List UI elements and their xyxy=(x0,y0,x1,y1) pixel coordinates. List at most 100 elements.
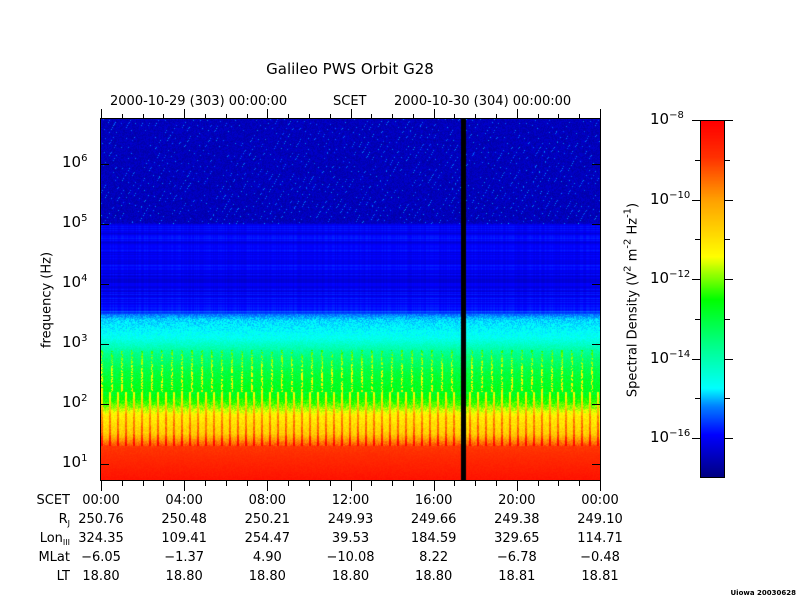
y-tick-label: 106 xyxy=(62,152,88,172)
row-label-subscript: J xyxy=(67,519,70,528)
ephemeris-cell: 114.71 xyxy=(577,531,623,546)
colorbar-tick xyxy=(692,120,700,121)
ephemeris-cell: 18.80 xyxy=(165,569,203,584)
ephemeris-cell: 20:00 xyxy=(498,493,536,508)
y-tick xyxy=(592,163,600,165)
x-minor-tick xyxy=(329,114,331,119)
x-minor-tick xyxy=(246,481,248,486)
row-label-text: Lon xyxy=(39,531,63,546)
top-axis-label: SCET xyxy=(333,94,367,109)
x-major-tick xyxy=(350,109,352,119)
colorbar-tick xyxy=(692,279,700,281)
ephemeris-cell: 109.41 xyxy=(161,531,207,546)
y-tick xyxy=(592,463,600,465)
y-tick-label: 104 xyxy=(62,272,88,292)
ephemeris-cell: 250.21 xyxy=(244,512,291,527)
x-minor-tick xyxy=(392,481,394,486)
x-minor-tick xyxy=(121,481,123,486)
x-minor-tick xyxy=(371,114,373,119)
x-minor-tick xyxy=(537,481,539,486)
chart-title: Galileo PWS Orbit G28 xyxy=(266,60,434,78)
ephemeris-cell: 324.35 xyxy=(78,531,124,546)
x-minor-tick xyxy=(558,481,560,486)
colorbar-minor-tick xyxy=(725,318,730,320)
tick-exp: −16 xyxy=(669,428,691,440)
top-axis-date-left: 2000-10-29 (303) 00:00:00 xyxy=(110,94,288,109)
tick-base: 10 xyxy=(62,452,82,471)
colorbar-label: Spectral Density (V2 m-2 Hz-1) xyxy=(622,203,641,398)
y-tick xyxy=(592,223,600,225)
colorbar-tick-label: 10−12 xyxy=(650,269,691,288)
y-tick-label: 103 xyxy=(62,333,87,352)
y-tick xyxy=(101,163,109,165)
colorbar-tick-label: 10−16 xyxy=(650,428,691,447)
tick-base: 10 xyxy=(62,272,82,291)
colorbar-label-text: Hz xyxy=(625,217,641,239)
tick-exp: −14 xyxy=(669,348,691,360)
ephemeris-cell: 250.48 xyxy=(161,512,207,527)
colorbar-label-sup: -1 xyxy=(622,207,634,218)
ephemeris-cell: 16:00 xyxy=(414,493,453,508)
spectrogram-heatmap xyxy=(101,119,600,480)
x-minor-tick xyxy=(475,481,477,486)
x-minor-tick xyxy=(142,114,144,119)
x-minor-tick xyxy=(204,114,206,119)
row-label-text: MLat xyxy=(38,550,70,565)
y-tick-label: 101 xyxy=(62,452,88,472)
top-axis-date-right: 2000-10-30 (304) 00:00:00 xyxy=(394,94,572,109)
ephemeris-cell: 184.59 xyxy=(410,531,457,546)
ephemeris-cell: −1.37 xyxy=(164,550,205,565)
x-minor-tick xyxy=(163,481,165,486)
ephemeris-cell: 00:00 xyxy=(581,493,619,508)
y-tick xyxy=(101,223,109,225)
ephemeris-cell: 329.65 xyxy=(494,531,540,546)
x-major-tick xyxy=(101,109,102,119)
ephemeris-row-label: MLat xyxy=(38,550,70,565)
tick-exp: 2 xyxy=(81,392,88,404)
x-major-tick xyxy=(516,109,518,119)
colorbar-tick xyxy=(692,438,700,440)
x-minor-tick xyxy=(225,114,227,119)
tick-exp: 4 xyxy=(81,272,88,284)
ephemeris-row-label: LonIII xyxy=(39,531,70,547)
colorbar-label-text: m xyxy=(625,248,641,266)
colorbar xyxy=(700,120,725,478)
colorbar-minor-tick xyxy=(695,398,700,400)
x-minor-tick xyxy=(454,114,456,119)
colorbar-label-sup: -2 xyxy=(622,238,634,249)
x-minor-tick xyxy=(579,114,581,119)
tick-exp: −10 xyxy=(669,189,691,201)
colorbar-label-text: Spectral Density (V xyxy=(625,271,641,398)
colorbar-tick xyxy=(725,438,733,440)
x-major-tick xyxy=(433,109,435,119)
tick-exp: −12 xyxy=(669,269,691,281)
tick-base: 10 xyxy=(650,428,670,447)
tick-exp: 1 xyxy=(81,452,88,464)
tick-base: 10 xyxy=(62,212,82,231)
colorbar-tick xyxy=(692,199,700,201)
tick-exp: 5 xyxy=(81,212,88,224)
ephemeris-cell: 250.76 xyxy=(78,512,124,527)
tick-base: 10 xyxy=(62,392,82,411)
x-minor-tick xyxy=(412,114,414,119)
y-tick xyxy=(101,463,109,465)
colorbar-minor-tick xyxy=(725,239,730,241)
y-tick xyxy=(592,403,600,405)
x-minor-tick xyxy=(496,481,498,486)
x-minor-tick xyxy=(288,481,290,486)
ephemeris-cell: 18.80 xyxy=(331,569,370,584)
ephemeris-cell: −0.48 xyxy=(580,550,620,565)
colorbar-tick xyxy=(725,120,733,121)
credit-stamp: Uiowa 20030628 xyxy=(730,589,797,597)
ephemeris-cell: 249.93 xyxy=(327,512,374,527)
x-minor-tick xyxy=(163,114,165,119)
tick-exp: 6 xyxy=(81,152,88,164)
ephemeris-row-label: SCET xyxy=(37,493,70,508)
ephemeris-cell: 18.80 xyxy=(415,569,453,584)
ephemeris-cell: 8.22 xyxy=(419,550,449,565)
ephemeris-cell: 04:00 xyxy=(165,493,203,508)
ephemeris-cell: 4.90 xyxy=(252,550,282,565)
ephemeris-cell: 249.38 xyxy=(494,512,540,527)
ephemeris-cell: 18.80 xyxy=(248,569,286,584)
y-tick xyxy=(592,343,600,345)
